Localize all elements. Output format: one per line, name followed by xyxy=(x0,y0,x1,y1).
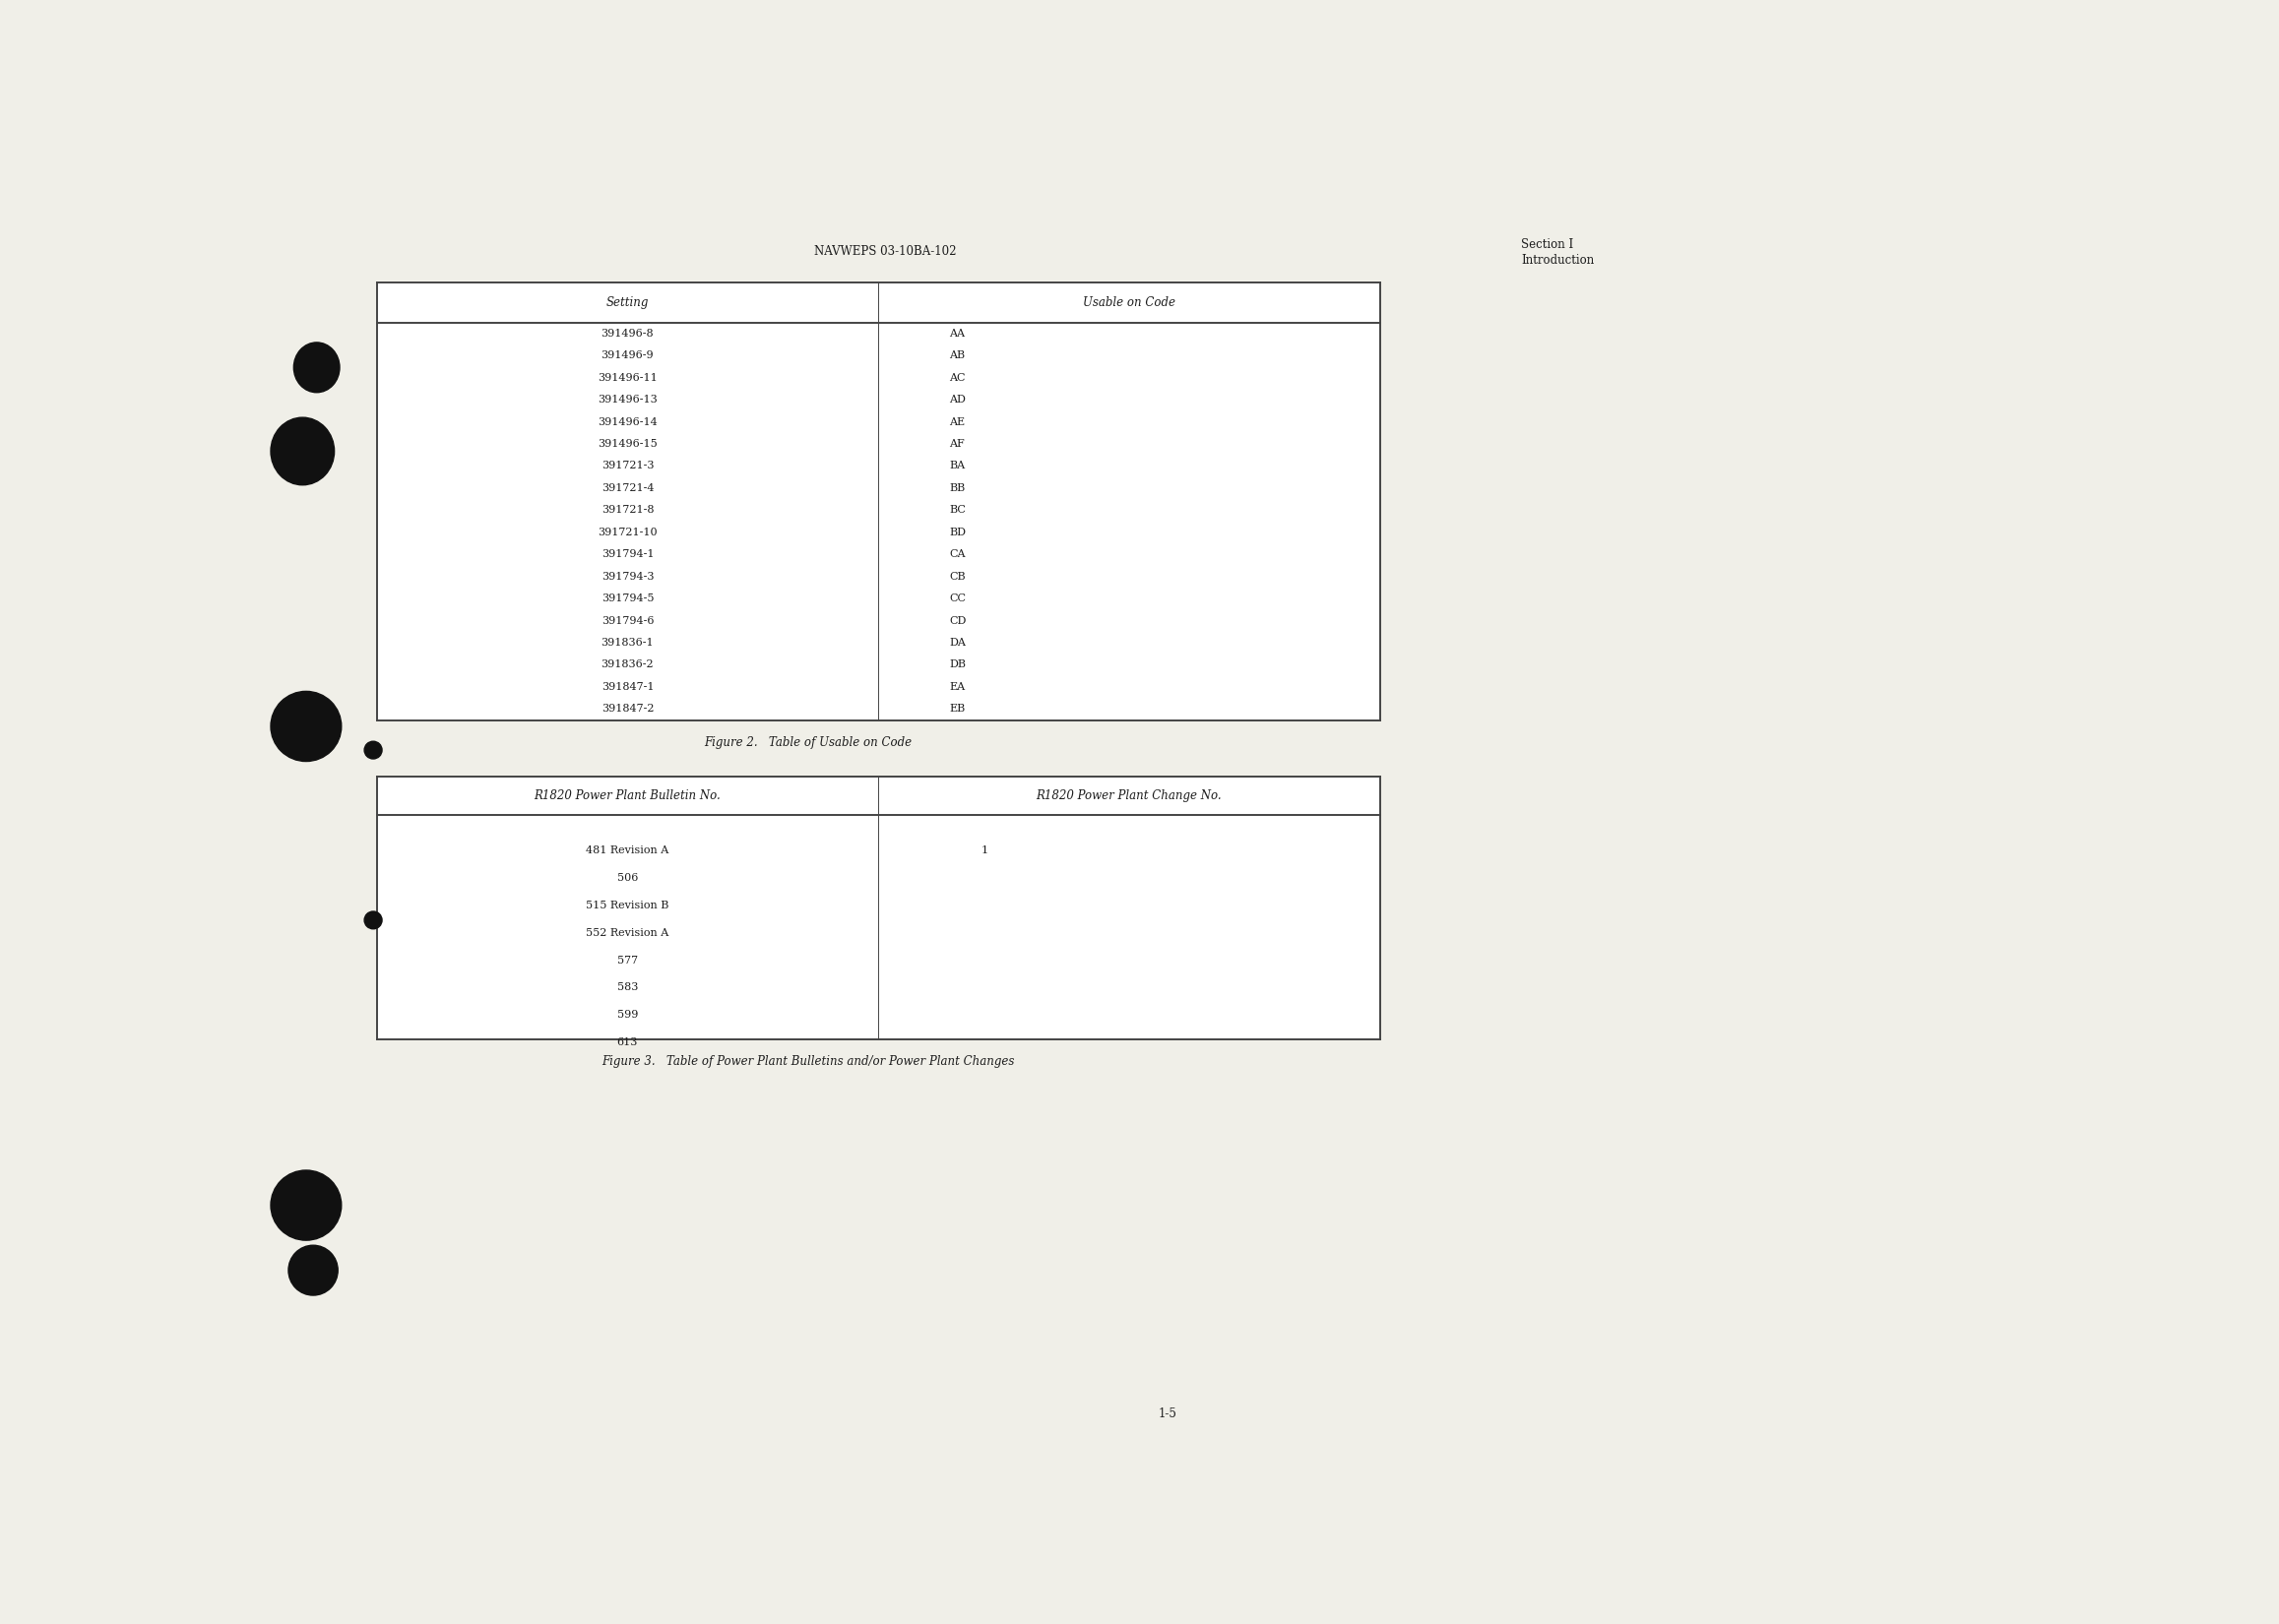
Text: DA: DA xyxy=(948,638,966,648)
Text: AB: AB xyxy=(948,351,964,361)
Text: 391721-4: 391721-4 xyxy=(602,484,654,494)
Text: 583: 583 xyxy=(618,983,638,992)
Text: 1: 1 xyxy=(980,844,987,856)
Text: 599: 599 xyxy=(618,1010,638,1020)
Text: 613: 613 xyxy=(618,1038,638,1047)
Ellipse shape xyxy=(365,911,383,929)
Ellipse shape xyxy=(271,417,335,486)
Text: Section I: Section I xyxy=(1520,239,1575,252)
Text: AF: AF xyxy=(948,438,964,448)
Text: 391847-2: 391847-2 xyxy=(602,705,654,715)
Text: Introduction: Introduction xyxy=(1520,253,1595,266)
Ellipse shape xyxy=(365,741,383,758)
Text: 391847-1: 391847-1 xyxy=(602,682,654,692)
Text: 391496-15: 391496-15 xyxy=(597,438,656,448)
Text: CA: CA xyxy=(948,549,966,559)
Text: Setting: Setting xyxy=(606,296,650,309)
Text: R1820 Power Plant Change No.: R1820 Power Plant Change No. xyxy=(1037,789,1222,802)
Bar xyxy=(376,776,1379,1039)
Text: AC: AC xyxy=(948,374,966,383)
Text: Figure 2.   Table of Usable on Code: Figure 2. Table of Usable on Code xyxy=(704,736,912,749)
Text: Figure 3.   Table of Power Plant Bulletins and/or Power Plant Changes: Figure 3. Table of Power Plant Bulletins… xyxy=(602,1056,1014,1069)
Text: CD: CD xyxy=(948,615,966,625)
Text: 391496-11: 391496-11 xyxy=(597,374,656,383)
Ellipse shape xyxy=(289,1246,337,1296)
Text: 391721-10: 391721-10 xyxy=(597,528,656,538)
Text: 391794-3: 391794-3 xyxy=(602,572,654,581)
Text: 391836-2: 391836-2 xyxy=(602,659,654,669)
Text: NAVWEPS 03-10BA-102: NAVWEPS 03-10BA-102 xyxy=(814,245,957,258)
Bar xyxy=(376,283,1379,719)
Text: EA: EA xyxy=(948,682,964,692)
Text: 391496-9: 391496-9 xyxy=(602,351,654,361)
Ellipse shape xyxy=(294,343,340,393)
Text: BB: BB xyxy=(948,484,964,494)
Text: 391496-14: 391496-14 xyxy=(597,417,656,427)
Text: 391794-5: 391794-5 xyxy=(602,594,654,604)
Text: 391794-6: 391794-6 xyxy=(602,615,654,625)
Text: 391721-8: 391721-8 xyxy=(602,505,654,515)
Text: BD: BD xyxy=(948,528,966,538)
Ellipse shape xyxy=(271,692,342,762)
Text: CC: CC xyxy=(948,594,966,604)
Text: Usable on Code: Usable on Code xyxy=(1083,296,1176,309)
Text: BA: BA xyxy=(948,461,964,471)
Text: DB: DB xyxy=(948,659,966,669)
Text: 391794-1: 391794-1 xyxy=(602,549,654,559)
Text: 552 Revision A: 552 Revision A xyxy=(586,927,670,937)
Text: 577: 577 xyxy=(618,955,638,965)
Text: 391496-13: 391496-13 xyxy=(597,395,656,404)
Text: AD: AD xyxy=(948,395,966,404)
Text: 391721-3: 391721-3 xyxy=(602,461,654,471)
Text: 391496-8: 391496-8 xyxy=(602,328,654,338)
Text: 515 Revision B: 515 Revision B xyxy=(586,900,670,909)
Text: EB: EB xyxy=(948,705,964,715)
Text: AE: AE xyxy=(948,417,964,427)
Text: CB: CB xyxy=(948,572,966,581)
Text: 506: 506 xyxy=(618,872,638,882)
Text: AA: AA xyxy=(948,328,964,338)
Text: R1820 Power Plant Bulletin No.: R1820 Power Plant Bulletin No. xyxy=(533,789,720,802)
Text: 481 Revision A: 481 Revision A xyxy=(586,844,670,856)
Text: 1-5: 1-5 xyxy=(1158,1408,1178,1421)
Text: BC: BC xyxy=(948,505,966,515)
Text: 391836-1: 391836-1 xyxy=(602,638,654,648)
Ellipse shape xyxy=(271,1171,342,1241)
